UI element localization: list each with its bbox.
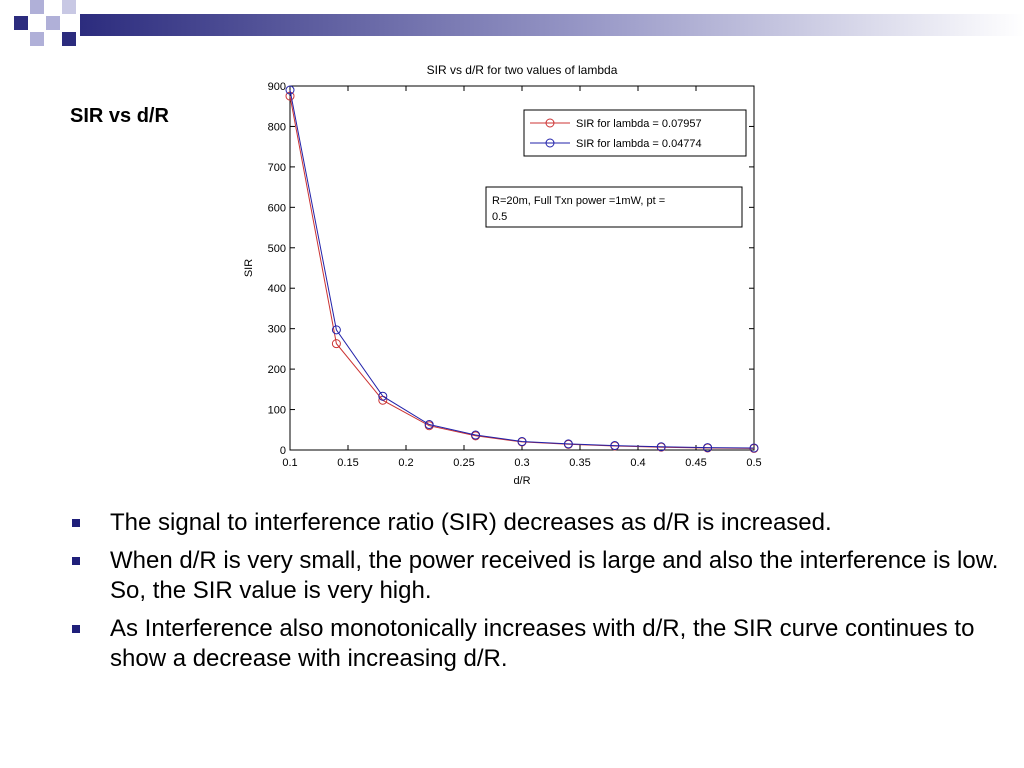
slide-header-decoration <box>14 0 1024 46</box>
x-tick-label: 0.35 <box>569 457 590 469</box>
bullet-item: When d/R is very small, the power receiv… <box>70 546 1000 606</box>
y-tick-label: 800 <box>268 121 286 133</box>
bullet-text: The signal to interference ratio (SIR) d… <box>110 509 832 536</box>
slide-heading: SIR vs d/R <box>70 105 169 127</box>
x-tick-label: 0.2 <box>398 457 413 469</box>
square-bullet-icon <box>72 519 80 527</box>
y-tick-label: 700 <box>268 162 286 174</box>
series-line-2 <box>289 89 755 449</box>
y-tick-label: 200 <box>268 364 286 376</box>
series-2-point <box>703 443 713 453</box>
series-2-point <box>378 391 388 401</box>
legend-marker-series-2 <box>545 138 555 148</box>
series-2-point <box>517 437 527 447</box>
legend-label-series-2: SIR for lambda = 0.04774 <box>576 138 702 150</box>
x-tick-label: 0.25 <box>453 457 474 469</box>
series-2-point <box>563 439 573 449</box>
x-tick-label: 0.45 <box>685 457 706 469</box>
bullet-item: The signal to interference ratio (SIR) d… <box>70 508 1000 538</box>
x-tick-label: 0.5 <box>746 457 761 469</box>
y-tick-label: 0 <box>280 445 286 457</box>
bullet-list: The signal to interference ratio (SIR) d… <box>70 508 1000 682</box>
y-tick-label: 600 <box>268 202 286 214</box>
x-axis-label: d/R <box>513 475 530 487</box>
square-bullet-icon <box>72 557 80 565</box>
legend-label-series-1: SIR for lambda = 0.07957 <box>576 118 702 130</box>
x-tick-label: 0.4 <box>630 457 645 469</box>
y-tick-label: 300 <box>268 324 286 336</box>
bullet-item: As Interference also monotonically incre… <box>70 614 1000 674</box>
chart-annotation: R=20m, Full Txn power =1mW, pt = 0.5 <box>485 186 743 228</box>
series-2-point <box>656 442 666 452</box>
y-tick-label: 100 <box>268 405 286 417</box>
series-2-point <box>471 430 481 440</box>
chart-svg: SIR vs d/R for two values of lambda 0.1 0… <box>243 63 762 487</box>
square-bullet-icon <box>72 625 80 633</box>
x-tick-label: 0.3 <box>514 457 529 469</box>
y-axis-label: SIR <box>243 259 255 277</box>
chart-title: SIR vs d/R for two values of lambda <box>427 63 618 77</box>
legend-marker-series-1 <box>545 118 555 128</box>
series-2-point <box>610 441 620 451</box>
y-tick-label: 500 <box>268 243 286 255</box>
bullet-text: When d/R is very small, the power receiv… <box>110 547 999 604</box>
y-tick-label: 400 <box>268 283 286 295</box>
annotation-line-2: 0.5 <box>492 211 507 223</box>
series-layer <box>285 85 759 453</box>
series-1-point <box>331 339 341 349</box>
sir-chart: SIR vs d/R for two values of lambda 0.1 0… <box>232 56 772 496</box>
chart-legend: SIR for lambda = 0.07957 SIR for lambda … <box>523 109 747 157</box>
series-2-point <box>424 420 434 430</box>
y-axis-ticks: 0 100 200 300 400 500 600 700 800 900 <box>268 81 754 457</box>
y-tick-label: 900 <box>268 81 286 93</box>
annotation-line-1: R=20m, Full Txn power =1mW, pt = <box>492 195 665 207</box>
x-tick-label: 0.15 <box>337 457 358 469</box>
bullet-text: As Interference also monotonically incre… <box>110 615 975 672</box>
x-tick-label: 0.1 <box>282 457 297 469</box>
series-2-point <box>285 85 295 95</box>
series-2-point <box>749 443 759 453</box>
x-axis-ticks: 0.1 0.15 0.2 0.25 0.3 0.35 0.4 0.45 0.5 <box>282 86 762 469</box>
series-2-point <box>331 325 341 335</box>
